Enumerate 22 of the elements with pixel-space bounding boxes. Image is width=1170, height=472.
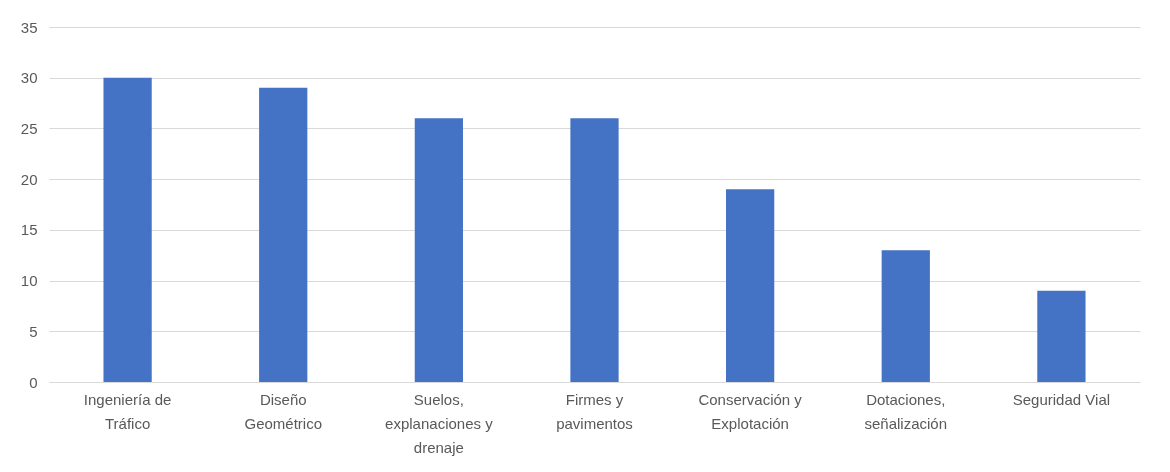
y-tick-label: 35	[20, 18, 38, 36]
x-tick-label: Diseño Geométrico	[244, 390, 322, 432]
x-tick-label: Ingeniería de Tráfico	[83, 390, 172, 432]
y-tick-label: 10	[20, 272, 38, 290]
bar	[259, 87, 308, 382]
y-tick-label: 15	[20, 221, 38, 239]
x-tick-label: Suelos, explanaciones y drenaje	[385, 390, 494, 456]
y-tick-label: 0	[29, 373, 38, 391]
y-tick-label: 20	[20, 170, 38, 188]
bar	[1037, 290, 1086, 382]
bar	[103, 77, 152, 382]
bar	[726, 189, 775, 382]
y-tick-label: 5	[29, 322, 38, 340]
bar	[414, 118, 463, 382]
x-tick-label: Conservación y Explotación	[698, 390, 803, 432]
x-tick-label: Seguridad Vial	[1012, 390, 1111, 408]
x-tick-label: Dotaciones, señalización	[864, 390, 948, 432]
bar	[881, 250, 930, 382]
y-tick-label: 30	[20, 69, 38, 87]
bar	[570, 118, 619, 382]
y-tick-label: 25	[20, 119, 38, 137]
x-tick-label: Firmes y pavimentos	[556, 390, 633, 432]
